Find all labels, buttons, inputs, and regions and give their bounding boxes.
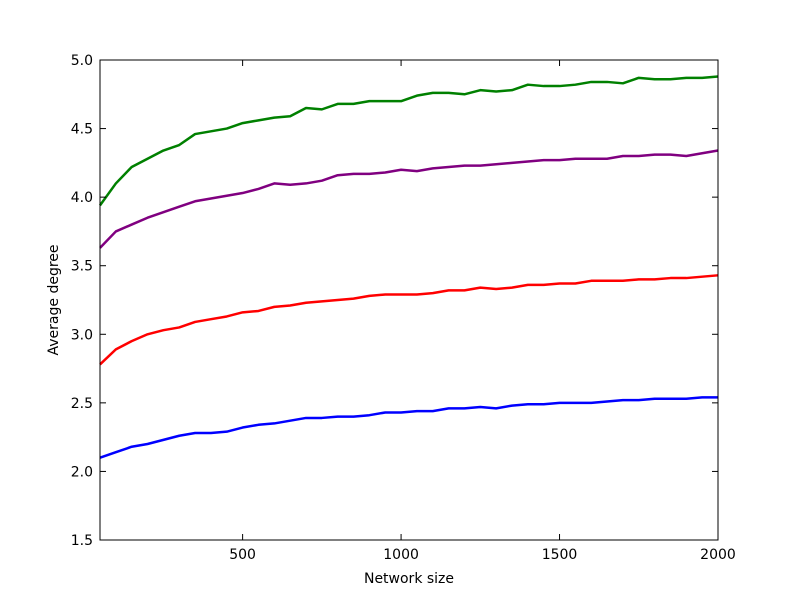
y-tick-label: 2.5 xyxy=(71,396,93,412)
y-tick-label: 5.0 xyxy=(71,53,93,69)
y-tick-label: 1.5 xyxy=(71,533,93,549)
y-axis-label: Average degree xyxy=(46,244,62,355)
x-tick-label: 500 xyxy=(229,547,256,563)
data-line xyxy=(99,149,719,249)
data-line xyxy=(99,274,719,366)
y-tick-label: 4.5 xyxy=(71,122,93,138)
x-axis-label: Network size xyxy=(364,571,454,587)
y-tick-label: 3.0 xyxy=(71,327,93,343)
data-line xyxy=(99,396,718,459)
x-tick-label: 1000 xyxy=(383,547,419,563)
y-tick-label: 2.0 xyxy=(71,464,93,480)
x-tick-label: 2000 xyxy=(700,547,736,563)
y-tick-label: 3.5 xyxy=(71,259,93,275)
plot-frame xyxy=(99,59,719,541)
y-tick-label: 4.0 xyxy=(71,190,93,206)
x-tick-label: 1500 xyxy=(542,547,578,563)
data-line xyxy=(98,75,719,207)
